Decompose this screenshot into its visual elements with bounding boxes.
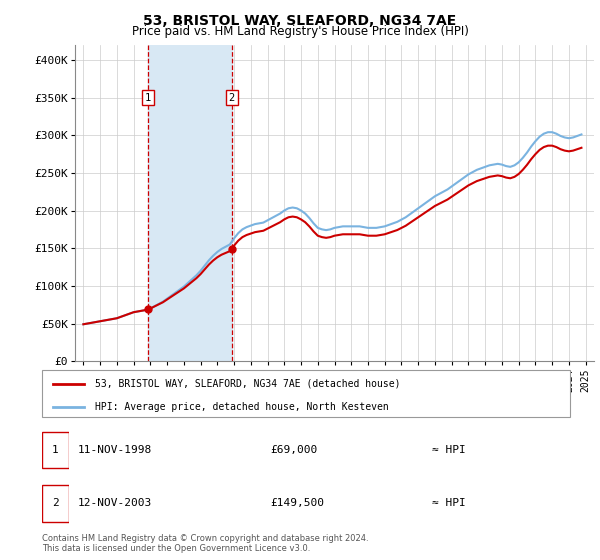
Text: 1: 1 xyxy=(52,445,59,455)
Text: ≈ HPI: ≈ HPI xyxy=(432,445,466,455)
Text: 53, BRISTOL WAY, SLEAFORD, NG34 7AE: 53, BRISTOL WAY, SLEAFORD, NG34 7AE xyxy=(143,14,457,28)
Text: 2: 2 xyxy=(229,92,235,102)
Text: 11-NOV-1998: 11-NOV-1998 xyxy=(78,445,152,455)
Text: 1: 1 xyxy=(145,92,151,102)
Text: 2: 2 xyxy=(52,498,59,508)
FancyBboxPatch shape xyxy=(42,432,69,468)
Text: Contains HM Land Registry data © Crown copyright and database right 2024.
This d: Contains HM Land Registry data © Crown c… xyxy=(42,534,368,553)
Text: 53, BRISTOL WAY, SLEAFORD, NG34 7AE (detached house): 53, BRISTOL WAY, SLEAFORD, NG34 7AE (det… xyxy=(95,379,400,389)
Text: £149,500: £149,500 xyxy=(270,498,324,508)
Text: Price paid vs. HM Land Registry's House Price Index (HPI): Price paid vs. HM Land Registry's House … xyxy=(131,25,469,38)
Text: ≈ HPI: ≈ HPI xyxy=(432,498,466,508)
FancyBboxPatch shape xyxy=(42,370,570,417)
Text: HPI: Average price, detached house, North Kesteven: HPI: Average price, detached house, Nort… xyxy=(95,402,389,412)
Bar xyxy=(148,45,232,361)
FancyBboxPatch shape xyxy=(42,485,69,521)
Text: 12-NOV-2003: 12-NOV-2003 xyxy=(78,498,152,508)
Text: £69,000: £69,000 xyxy=(270,445,317,455)
